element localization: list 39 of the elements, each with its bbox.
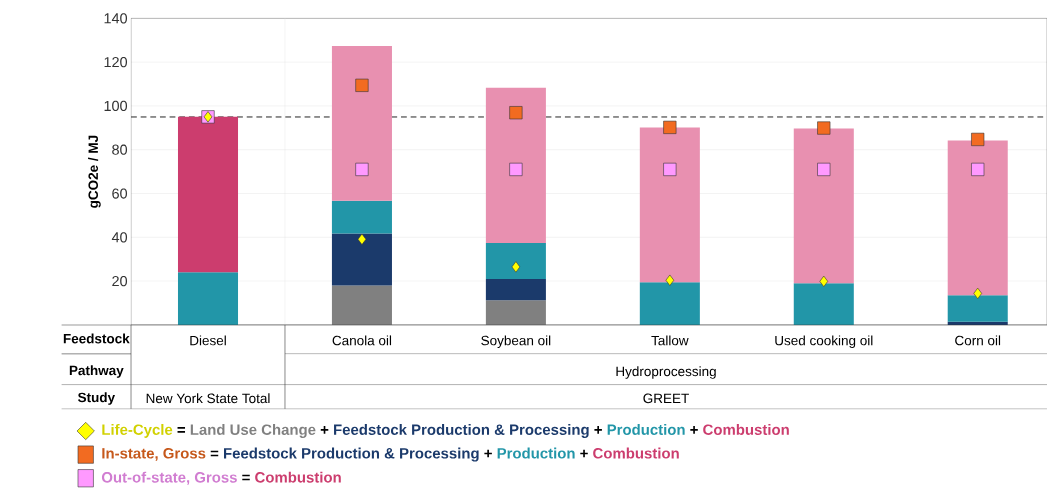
text: New York State Total [146,393,270,404]
text: + [484,449,492,458]
legend-label: Out-of-state, Gross [101,471,237,485]
text: GREET [643,393,689,404]
text: = [210,450,219,457]
text: Production [497,447,575,459]
text: + [320,426,329,434]
text: Study [77,392,115,405]
y-tick-label: 120 [104,57,128,68]
y-tick-label: 80 [112,144,128,155]
x-tick-label: Soybean oil [481,335,551,349]
y-tick-label: 40 [111,232,128,243]
legend-label: Life-Cycle [102,424,173,438]
y-tick-label: 100 [104,100,128,112]
text: Pathway [69,365,124,378]
text: Combustion [593,447,679,459]
x-tick-label: Diesel [190,335,226,346]
text: Feedstock [63,333,130,344]
x-tick-label: Corn oil [955,335,1001,346]
legend-label: In-state, Gross [102,448,206,461]
text: + [594,426,602,434]
text: Production [607,424,685,436]
text: Hydroprocessing [616,366,716,379]
y-tick-label: 60 [112,188,128,199]
text: = [177,427,186,433]
text: + [580,449,588,458]
text: = [242,474,250,481]
text: Feedstock Production & Processing [334,424,589,439]
text: + [690,426,698,434]
x-tick-label: Tallow [651,335,689,346]
text: Land Use Change [190,424,316,439]
x-tick-label: Used cooking oil [775,335,873,349]
y-tick-label: 140 [104,13,128,24]
x-tick-label: Canola oil [332,335,392,346]
text: Combustion [255,471,341,483]
text: Feedstock Production & Processing [224,447,479,462]
y-tick-label: 20 [112,276,128,287]
y-axis-title: gCO2e / MJ [88,135,101,208]
text: Combustion [703,424,789,436]
